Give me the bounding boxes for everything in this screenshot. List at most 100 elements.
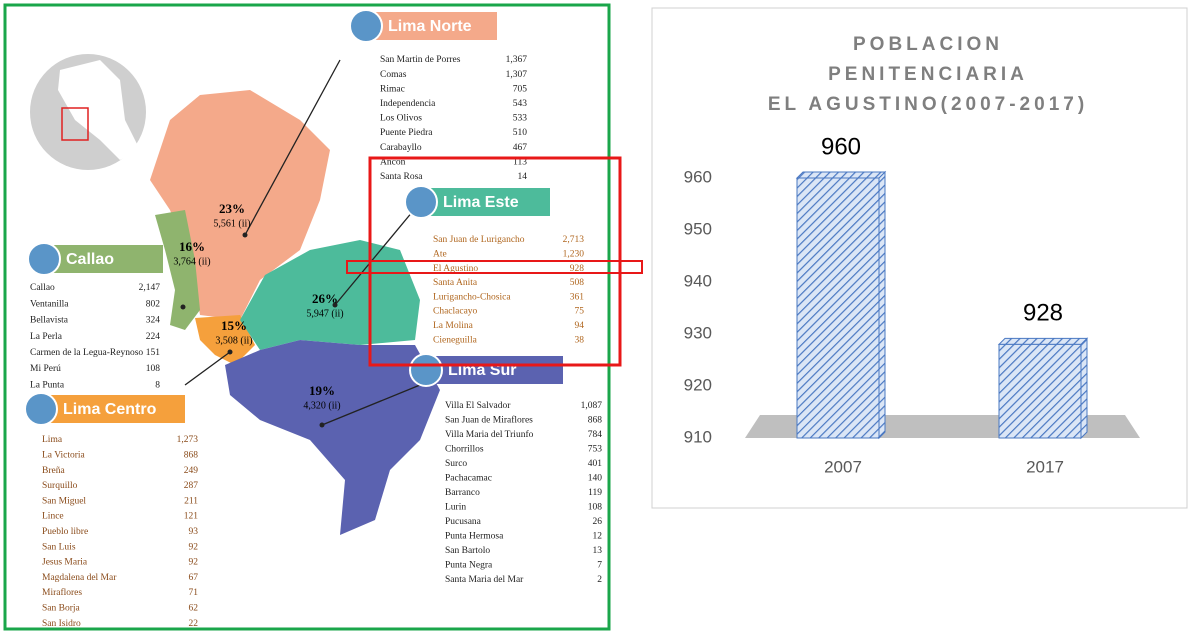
region-total: 3,764 (ii): [173, 256, 210, 267]
region-lima-este: [240, 240, 420, 350]
highlight-row: [346, 260, 643, 274]
district-name: Santa Anita: [433, 278, 478, 288]
district-name: Los Olivos: [380, 114, 422, 124]
district-name: Lurigancho-Chosica: [433, 292, 511, 302]
district-name: San Bartolo: [445, 546, 490, 556]
district-count: 2,147: [139, 283, 161, 293]
region-name: Lima Centro: [63, 401, 157, 418]
district-name: Surquillo: [42, 481, 78, 491]
district-name: San Juan de Lurigancho: [433, 235, 525, 245]
district-count: 38: [575, 335, 585, 345]
district-count: 784: [588, 430, 603, 440]
region-icon: [404, 185, 438, 219]
region-callao: [155, 210, 200, 330]
region-name: Callao: [66, 251, 114, 268]
y-tick-label: 930: [684, 323, 712, 342]
district-name: Pachacamac: [445, 474, 492, 484]
district-count: 868: [184, 450, 199, 460]
district-name: Comas: [380, 70, 407, 80]
district-name: Santa Rosa: [380, 172, 423, 182]
bar-side: [1080, 337, 1088, 440]
data-label: 928: [1023, 300, 1063, 327]
district-name: Barranco: [445, 488, 480, 498]
district-name: Mi Perú: [30, 364, 61, 374]
district-name: San Luis: [42, 542, 76, 552]
y-tick-label: 910: [684, 427, 712, 446]
district-count: 249: [184, 466, 199, 476]
district-name: La Perla: [30, 332, 63, 342]
district-count: 92: [189, 542, 199, 552]
bar-side: [878, 170, 886, 440]
region-header: [430, 356, 563, 384]
region-header: [425, 188, 550, 216]
district-name: Chaclacayo: [433, 307, 478, 317]
chart-title: EL AGUSTINO(2007-2017): [768, 94, 1088, 115]
district-name: Villa El Salvador: [445, 401, 511, 411]
region-total: 5,947 (ii): [306, 308, 343, 319]
district-count: 7: [597, 561, 602, 571]
district-count: 62: [189, 603, 199, 613]
district-name: Lince: [42, 512, 64, 522]
y-tick-label: 940: [684, 271, 712, 290]
district-name: Miraflores: [42, 587, 82, 598]
arrow: [321, 384, 421, 426]
district-name: Ventanilla: [30, 299, 69, 309]
arrow: [334, 204, 419, 306]
region-total: 5,561 (ii): [213, 218, 250, 229]
district-name: Surco: [445, 459, 467, 469]
district-count: 508: [570, 278, 585, 288]
district-count: 802: [146, 299, 161, 309]
district-name: Lima: [42, 435, 63, 445]
district-count: 151: [146, 348, 161, 358]
district-name: Bellavista: [30, 316, 69, 326]
district-count: 14: [518, 172, 528, 182]
district-count: 324: [146, 316, 161, 326]
district-count: 361: [570, 292, 585, 302]
region-icon: [349, 9, 383, 43]
district-name: Chorrillos: [445, 445, 484, 455]
district-count: 224: [146, 332, 161, 342]
district-name: Independencia: [380, 99, 436, 109]
y-tick-label: 920: [684, 375, 712, 394]
district-count: 94: [575, 321, 585, 331]
district-count: 67: [189, 573, 199, 583]
y-tick-label: 960: [684, 167, 712, 186]
district-name: La Punta: [30, 380, 65, 390]
district-name: Breña: [42, 466, 65, 476]
district-name: San Isidro: [42, 619, 81, 629]
region-percent: 15%: [221, 318, 247, 333]
region-header: [370, 12, 497, 40]
region-lima-centro: [195, 315, 255, 365]
region-name: Lima Este: [443, 194, 519, 211]
district-name: San Miguel: [42, 496, 86, 506]
chart-layer: POBLACION PENITENCIARIA EL AGUSTINO(2007-2…: [684, 34, 1089, 476]
district-count: 108: [146, 364, 161, 374]
arrow: [244, 59, 341, 236]
district-name: El Agustino: [433, 264, 478, 274]
arrow-point: [180, 304, 186, 310]
district-count: 121: [184, 512, 199, 522]
district-count: 92: [189, 558, 199, 568]
district-count: 8: [155, 380, 160, 390]
district-name: Punta Hermosa: [445, 532, 504, 542]
bar-top: [795, 171, 887, 179]
region-percent: 19%: [309, 383, 335, 398]
arrow: [184, 351, 231, 386]
district-name: Lurin: [445, 503, 466, 513]
district-name: Magdalena del Mar: [42, 573, 117, 583]
arrow-point: [242, 232, 248, 238]
district-count: 533: [513, 114, 528, 124]
x-tick-label: 2017: [1026, 457, 1064, 476]
district-count: 868: [588, 416, 603, 426]
region-icon: [27, 242, 61, 276]
region-header: [48, 245, 163, 273]
region-header: [45, 395, 185, 423]
district-name: Jesus Maria: [42, 558, 88, 568]
region-total: 3,508 (ii): [215, 335, 252, 346]
district-count: 113: [513, 157, 527, 167]
district-name: Callao: [30, 283, 55, 293]
inset-highlight: [61, 107, 89, 141]
bar: [998, 343, 1082, 439]
district-count: 75: [575, 307, 585, 317]
